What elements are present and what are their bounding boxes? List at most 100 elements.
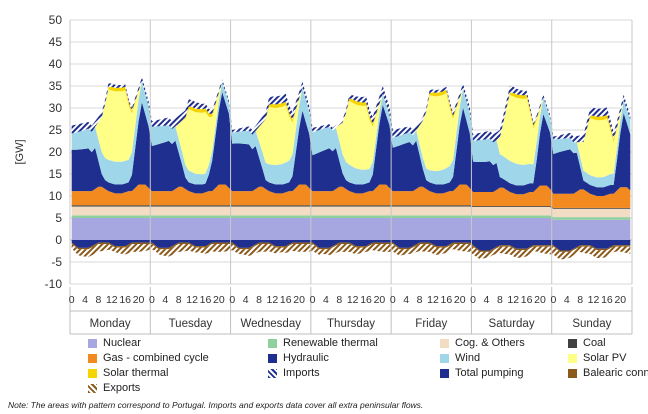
y-tick-label: 40 [49,57,63,71]
legend-item: Total pumping [440,367,524,379]
legend-item: Renewable thermal [268,337,378,349]
y-tick-label: 30 [49,101,63,115]
x-hour-tick-label: 20 [374,294,386,306]
legend-label: Nuclear [103,337,141,349]
x-hour-tick-label: 12 [186,294,198,306]
x-day-label: Thursday [327,318,375,330]
x-hour-tick-label: 8 [497,294,503,306]
legend-label: Hydraulic [283,352,329,364]
legend-swatch [268,338,277,348]
legend-swatch [88,338,97,348]
legend-item: Solar thermal [88,367,168,379]
x-hour-tick-label: 16 [280,294,292,306]
legend-swatch [568,338,577,348]
x-hour-tick-label: 4 [82,294,88,306]
x-hour-tick-label: 8 [176,294,182,306]
legend-label: Cog. & Others [455,337,525,349]
x-day-label: Friday [415,318,447,330]
area-balearic [71,242,631,252]
y-tick-label: 25 [49,123,63,137]
x-hour-tick-label: 4 [564,294,570,306]
legend-label: Exports [103,382,141,394]
x-hour-tick-label: 12 [427,294,439,306]
legend-label: Solar PV [583,352,627,364]
legend-label: Renewable thermal [283,337,378,349]
x-hour-tick-label: 0 [229,294,235,306]
area-total_pumping [71,240,631,251]
x-hour-tick-label: 4 [162,294,168,306]
legend-swatch [88,383,97,393]
x-hour-tick-label: 16 [601,294,613,306]
legend-item: Balearic connection [568,367,648,379]
y-tick-label: 35 [49,79,63,93]
x-hour-tick-label: 20 [534,294,546,306]
x-hour-tick-label: 8 [336,294,342,306]
legend-item: Nuclear [88,337,141,349]
y-tick-label: 20 [49,145,63,159]
legend-swatch [440,353,449,363]
y-tick-label: 50 [49,13,63,27]
legend-label: Solar thermal [103,367,169,379]
x-hour-tick-label: 0 [310,294,316,306]
x-hour-tick-label: 4 [403,294,409,306]
x-hour-tick-label: 0 [390,294,396,306]
x-hour-tick-label: 8 [577,294,583,306]
legend-item: Imports [268,367,320,379]
legend-label: Coal [583,337,606,349]
legend-label: Balearic connection [583,367,648,379]
x-hour-tick-label: 16 [360,294,372,306]
area-cog_others [71,206,631,218]
x-hour-tick-label: 8 [256,294,262,306]
legend-item: Cog. & Others [440,337,525,349]
legend-item: Solar PV [568,352,626,364]
legend-swatch [88,368,97,378]
x-hour-tick-label: 20 [293,294,305,306]
area-nuclear [71,218,631,240]
area-wind [71,81,631,188]
x-hour-tick-label: 20 [133,294,145,306]
y-tick-label: 15 [49,167,63,181]
legend-swatch [440,368,449,378]
chart-footnote: Note: The areas with pattern correspond … [8,400,424,410]
legend-swatch [88,353,97,363]
y-tick-label: -5 [51,255,62,269]
legend-swatch [268,368,277,378]
x-hour-tick-label: 12 [267,294,279,306]
legend-swatch [568,368,577,378]
area-hydraulic [71,92,631,196]
x-hour-tick-label: 12 [106,294,118,306]
x-day-label: Sunday [572,318,611,330]
x-hour-tick-label: 0 [470,294,476,306]
legend-label: Gas - combined cycle [103,352,209,364]
legend-item: Exports [88,382,140,394]
x-hour-tick-label: 16 [440,294,452,306]
x-day-label: Monday [90,318,131,330]
y-tick-label: 45 [49,35,63,49]
x-hour-tick-label: 0 [69,294,75,306]
x-hour-tick-label: 0 [149,294,155,306]
legend-item: Wind [440,352,480,364]
legend-label: Total pumping [455,367,524,379]
x-hour-tick-label: 8 [96,294,102,306]
x-hour-tick-label: 8 [417,294,423,306]
x-hour-tick-label: 12 [507,294,519,306]
legend-item: Gas - combined cycle [88,352,209,364]
x-hour-tick-label: 20 [614,294,626,306]
x-hour-tick-label: 4 [484,294,490,306]
x-day-label: Saturday [489,318,535,330]
y-tick-label: 5 [55,211,62,225]
legend-label: Imports [283,367,320,379]
y-tick-label: 0 [55,233,62,247]
x-hour-tick-label: 12 [588,294,600,306]
legend-item: Hydraulic [268,352,329,364]
legend-swatch [440,338,449,348]
x-hour-tick-label: 16 [521,294,533,306]
x-hour-tick-label: 20 [213,294,225,306]
x-day-label: Tuesday [169,318,213,330]
y-tick-label: -10 [45,277,63,291]
legend-swatch [568,353,577,363]
x-hour-tick-label: 16 [119,294,131,306]
x-hour-tick-label: 4 [243,294,249,306]
x-hour-tick-label: 20 [454,294,466,306]
